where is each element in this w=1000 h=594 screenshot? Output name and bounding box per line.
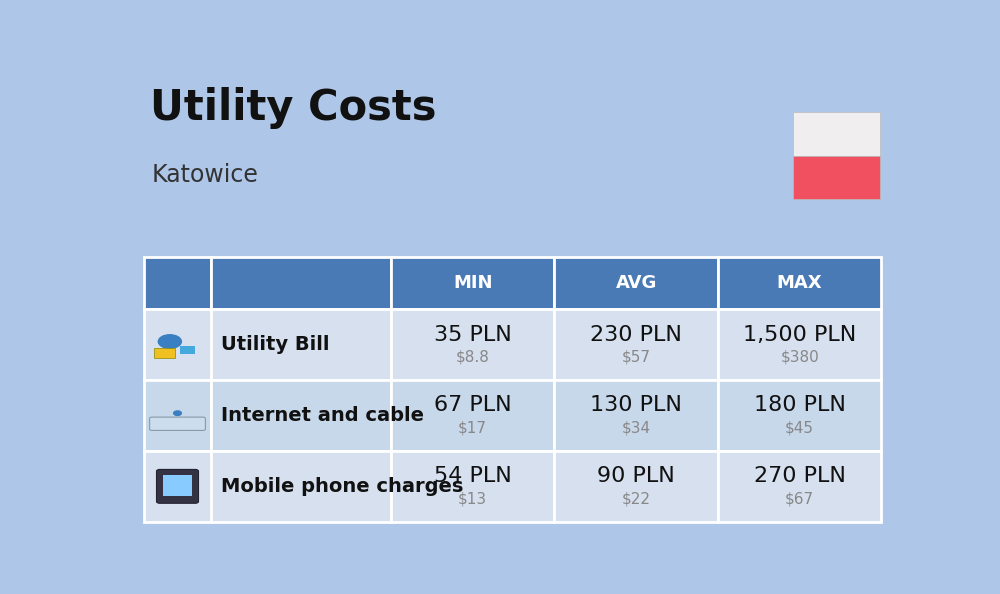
Text: $13: $13	[458, 492, 487, 507]
Text: 1,500 PLN: 1,500 PLN	[743, 324, 856, 345]
Text: $22: $22	[622, 492, 651, 507]
Text: MIN: MIN	[453, 274, 492, 292]
Circle shape	[158, 335, 181, 348]
FancyBboxPatch shape	[144, 451, 211, 522]
FancyBboxPatch shape	[718, 309, 881, 380]
FancyBboxPatch shape	[554, 380, 718, 451]
FancyBboxPatch shape	[554, 309, 718, 380]
Text: 67 PLN: 67 PLN	[434, 396, 512, 415]
FancyBboxPatch shape	[211, 257, 391, 309]
FancyBboxPatch shape	[144, 309, 211, 380]
FancyBboxPatch shape	[793, 156, 880, 200]
FancyBboxPatch shape	[157, 469, 199, 503]
Text: 54 PLN: 54 PLN	[434, 466, 512, 486]
Text: $34: $34	[622, 421, 651, 436]
Text: 90 PLN: 90 PLN	[597, 466, 675, 486]
FancyBboxPatch shape	[211, 309, 391, 380]
FancyBboxPatch shape	[718, 257, 881, 309]
Text: 230 PLN: 230 PLN	[590, 324, 682, 345]
Text: $57: $57	[622, 350, 651, 365]
FancyBboxPatch shape	[154, 347, 175, 358]
FancyBboxPatch shape	[554, 451, 718, 522]
Text: $45: $45	[785, 421, 814, 436]
FancyBboxPatch shape	[150, 417, 205, 431]
Text: Internet and cable: Internet and cable	[221, 406, 424, 425]
FancyBboxPatch shape	[718, 451, 881, 522]
Text: Katowice: Katowice	[152, 163, 259, 187]
Text: 270 PLN: 270 PLN	[754, 466, 846, 486]
Text: AVG: AVG	[616, 274, 657, 292]
Text: $8.8: $8.8	[456, 350, 490, 365]
Text: $17: $17	[458, 421, 487, 436]
Text: 130 PLN: 130 PLN	[590, 396, 682, 415]
FancyBboxPatch shape	[211, 451, 391, 522]
Text: MAX: MAX	[777, 274, 822, 292]
Text: Mobile phone charges: Mobile phone charges	[221, 477, 464, 496]
Circle shape	[174, 411, 181, 415]
FancyBboxPatch shape	[793, 112, 880, 156]
FancyBboxPatch shape	[391, 380, 554, 451]
FancyBboxPatch shape	[554, 257, 718, 309]
Text: 180 PLN: 180 PLN	[754, 396, 846, 415]
FancyBboxPatch shape	[391, 451, 554, 522]
FancyBboxPatch shape	[211, 380, 391, 451]
Text: Utility Bill: Utility Bill	[221, 335, 330, 354]
FancyBboxPatch shape	[718, 380, 881, 451]
FancyBboxPatch shape	[144, 257, 211, 309]
Text: Utility Costs: Utility Costs	[150, 87, 436, 129]
FancyBboxPatch shape	[144, 380, 211, 451]
Text: 35 PLN: 35 PLN	[434, 324, 512, 345]
FancyBboxPatch shape	[163, 475, 192, 496]
FancyBboxPatch shape	[391, 257, 554, 309]
FancyBboxPatch shape	[180, 346, 195, 353]
Text: $67: $67	[785, 492, 814, 507]
FancyBboxPatch shape	[391, 309, 554, 380]
Text: $380: $380	[780, 350, 819, 365]
